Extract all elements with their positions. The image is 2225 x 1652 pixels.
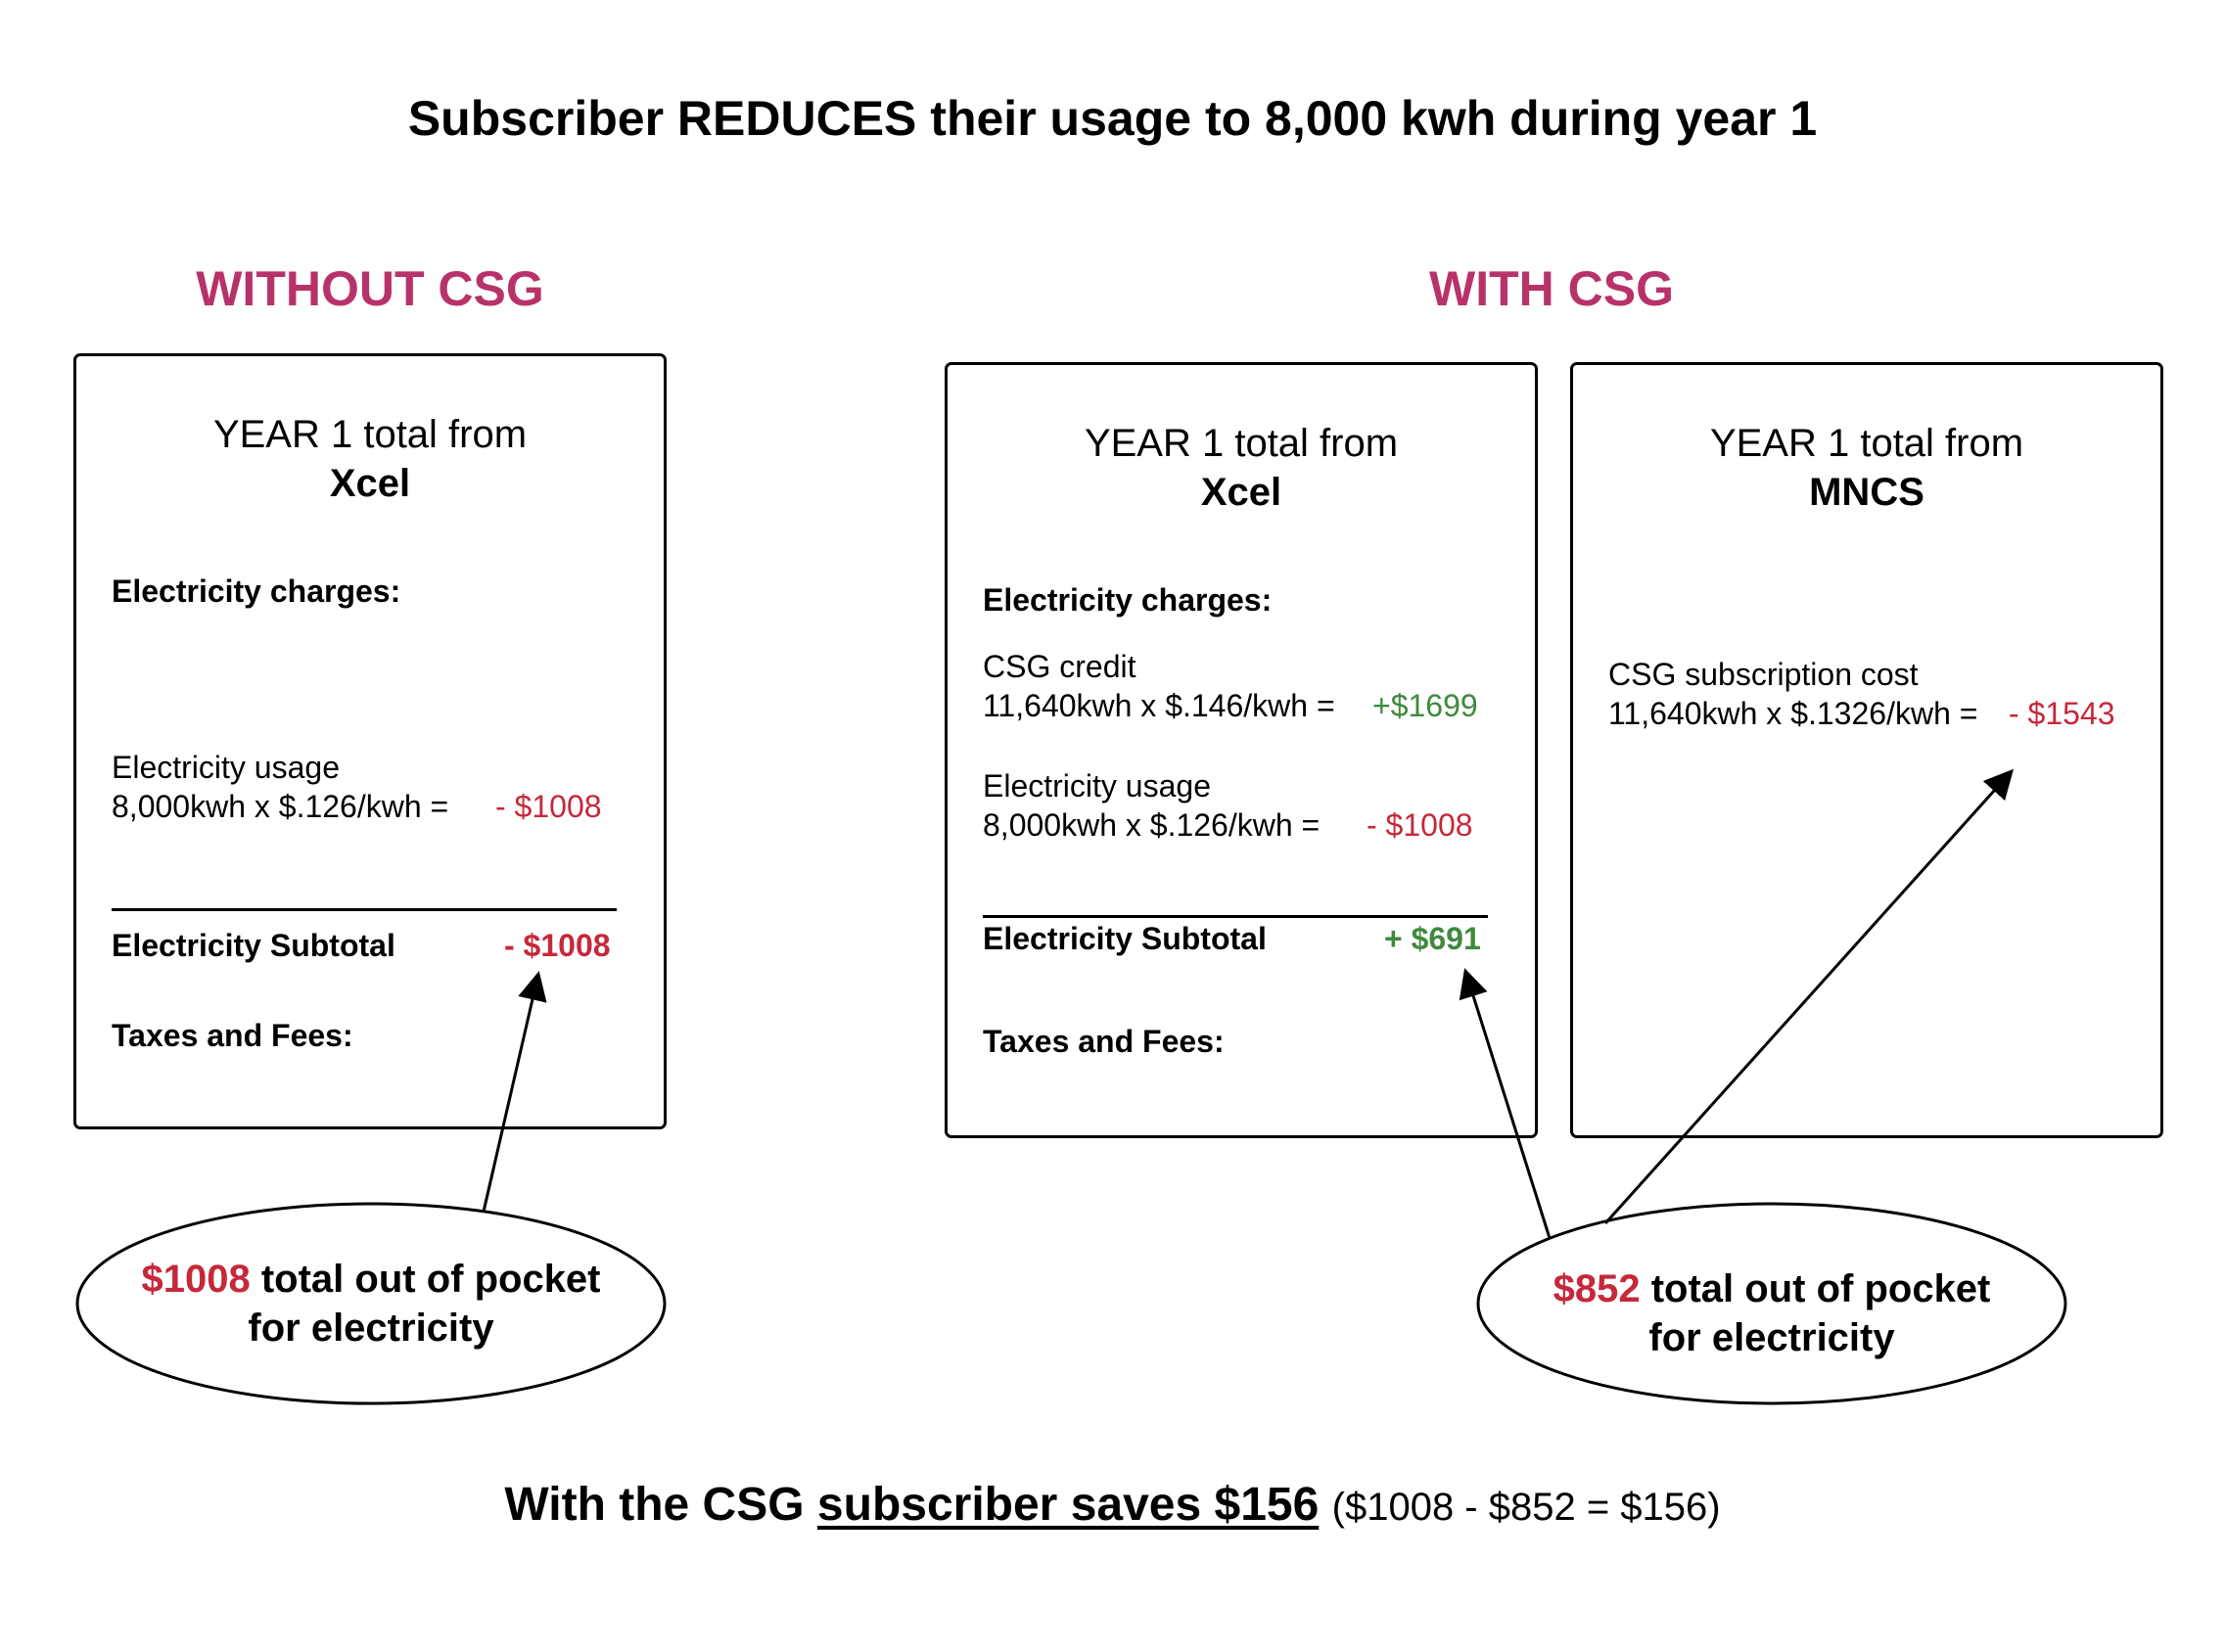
with-mncs-box: YEAR 1 total from MNCS CSG subscription … (1570, 362, 2163, 1138)
summary-savings: subscriber saves $156 (816, 1479, 1320, 1531)
without-csg-heading: WITHOUT CSG (196, 261, 544, 316)
subtotal-label: Electricity Subtotal (983, 921, 1267, 956)
taxes-label: Taxes and Fees: (983, 1024, 1225, 1059)
taxes-label: Taxes and Fees: (112, 1018, 353, 1053)
usage-calc: 8,000kwh x $.126/kwh = (983, 807, 1321, 843)
subtotal-divider (983, 915, 1488, 918)
subtotal-label: Electricity Subtotal (112, 928, 395, 963)
without-xcel-box: YEAR 1 total from Xcel Electricity charg… (73, 353, 667, 1129)
usage-value: - $1008 (495, 789, 602, 824)
charges-label: Electricity charges: (112, 574, 401, 609)
callout-text: for electricity (248, 1307, 494, 1350)
header-line: YEAR 1 total from (212, 413, 528, 456)
arrow-to-with-subtotal (1459, 968, 1552, 1239)
subscription-calc: 11,640kwh x $.1326/kwh = (1608, 696, 1978, 731)
header-org: Xcel (329, 462, 411, 505)
summary-calc: ($1008 - $852 = $156) (1331, 1486, 1721, 1529)
subscription-label: CSG subscription cost (1608, 657, 1919, 692)
credit-calc: 11,640kwh x $.146/kwh = (983, 688, 1335, 723)
with-callout-ellipse (1476, 1202, 2067, 1405)
callout-text: total out of pocket (260, 1258, 601, 1301)
usage-calc: 8,000kwh x $.126/kwh = (112, 789, 449, 824)
usage-label: Electricity usage (112, 750, 340, 785)
usage-label: Electricity usage (983, 768, 1211, 803)
with-callout-text: $852 total out of pocket for electricity (1478, 1264, 2065, 1362)
credit-label: CSG credit (983, 649, 1136, 684)
header-line: YEAR 1 total from (1709, 422, 2024, 465)
arrow-to-mncs-cost (1603, 768, 2015, 1225)
credit-value: +$1699 (1372, 688, 1478, 723)
box-header: YEAR 1 total from Xcel (76, 410, 664, 508)
subscription-value: - $1543 (2009, 696, 2115, 731)
box-header: YEAR 1 total from MNCS (1573, 419, 2160, 517)
usage-value: - $1008 (1367, 807, 1473, 843)
without-callout-ellipse (75, 1202, 667, 1405)
without-callout-text: $1008 total out of pocket for electricit… (77, 1255, 665, 1353)
page-title: Subscriber REDUCES their usage to 8,000 … (407, 91, 1818, 146)
callout-amount: $852 (1553, 1267, 1641, 1310)
savings-summary: With the CSG subscriber saves $156 ($100… (0, 1478, 2225, 1532)
with-xcel-box: YEAR 1 total from Xcel Electricity charg… (945, 362, 1538, 1138)
arrow-to-without-subtotal (482, 971, 547, 1213)
subtotal-divider (112, 908, 617, 911)
with-csg-heading: WITH CSG (1429, 261, 1674, 316)
callout-text: total out of pocket (1650, 1267, 1991, 1310)
callout-text: for electricity (1648, 1316, 1895, 1359)
subtotal-value: - $1008 (504, 928, 611, 963)
header-org: MNCS (1809, 471, 1924, 514)
box-header: YEAR 1 total from Xcel (948, 419, 1535, 517)
subtotal-value: + $691 (1384, 921, 1481, 956)
header-line: YEAR 1 total from (1084, 422, 1399, 465)
callout-amount: $1008 (141, 1258, 251, 1301)
summary-lead: With the CSG (504, 1479, 805, 1531)
header-org: Xcel (1200, 471, 1282, 514)
charges-label: Electricity charges: (983, 582, 1273, 618)
